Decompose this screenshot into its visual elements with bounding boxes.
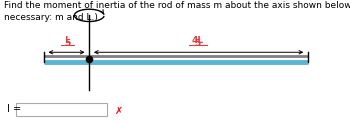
- Text: 5: 5: [195, 39, 201, 48]
- Text: I =: I =: [7, 104, 21, 114]
- Text: L: L: [64, 36, 70, 45]
- Text: ✗: ✗: [115, 106, 123, 116]
- Text: Find the moment of inertia of the rod of mass m about the axis shown below by di: Find the moment of inertia of the rod of…: [4, 1, 350, 22]
- Text: 4L: 4L: [192, 36, 204, 45]
- Text: 5: 5: [64, 39, 70, 48]
- Bar: [16, 103, 107, 116]
